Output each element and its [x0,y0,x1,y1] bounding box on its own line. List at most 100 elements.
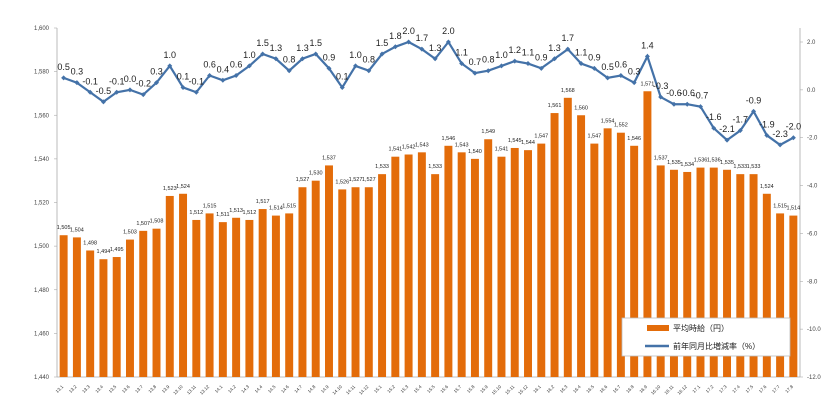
bar [776,213,785,377]
bar-data-label: 1,511 [216,212,229,218]
line-data-label: 0.4 [217,64,230,74]
bar-data-label: 1,524 [176,184,190,190]
x-tick-label: 17.1 [691,384,701,394]
axes: 1,440 1,460 1,480 1,500 1,520 1,540 1,560 1,580… [34,26,821,396]
bar-data-label: 1,547 [587,134,601,140]
line-point [299,56,305,62]
line-point [764,132,770,138]
bar [643,91,652,377]
line-point [273,56,279,62]
x-tick-label: 17.2 [705,384,715,394]
bar [524,150,532,377]
line-point [419,46,425,52]
bar-data-label: 1,494 [97,249,111,255]
line-data-label: -0.6 [666,88,682,98]
x-tick-label: 13.8 [147,384,157,394]
line-point [459,61,465,67]
bar-data-label: 1,541 [388,147,402,153]
bar [72,237,81,377]
bar-data-label: 1,561 [548,103,562,109]
x-tick-label: 13.9 [161,384,171,394]
x-tick-label: 15.9 [479,384,489,394]
x-tick-label: 17.5 [745,384,755,394]
line-data-label: 0.6 [615,60,628,70]
x-tick-label: 16.9 [638,384,648,394]
bar [563,97,572,378]
bar-data-label: 1,554 [601,118,615,124]
x-tick-label: 16.7 [612,384,622,394]
x-tick-label: 13.12 [199,384,211,396]
bar-data-label: 1,514 [269,206,283,212]
x-tick-label: 13.6 [121,384,131,394]
line-point [618,73,624,78]
line-point [737,128,743,134]
right-tick-label: -8.0 [807,279,818,285]
line-data-label: 1.0 [349,50,362,60]
x-tick-label: 14.4 [254,384,264,394]
line-point [61,75,67,81]
bar [444,145,453,377]
line-data-label: 1.3 [296,43,309,53]
line-data-label: 1.7 [562,33,575,43]
x-tick-label: 15.4 [413,384,423,394]
right-tick-label: 0.0 [807,88,816,94]
x-tick-label: 14.9 [320,384,330,394]
line-data-label: 1.5 [309,38,322,48]
bar [338,189,347,377]
bar-data-label: 1,515 [773,203,787,209]
line-data-label: 0.7 [469,57,482,67]
x-tick-label: 16.11 [663,384,675,396]
bar [152,228,161,377]
bar-data-label: 1,514 [786,206,800,212]
line-point [538,65,544,71]
line-data-label: -0.9 [746,95,762,105]
line-data-label: 0.9 [323,52,336,62]
line-data-label: 1.5 [376,38,389,48]
bar-data-label: 1,541 [495,147,509,153]
line-data-label: 1.3 [270,43,283,53]
line-point [140,92,146,98]
bar-data-label: 1,543 [415,142,429,148]
bar [723,169,732,377]
left-tick-label: 1,560 [34,113,50,119]
bar [484,139,493,377]
line-data-label: 2.0 [442,26,455,36]
bar-data-label: 1,540 [468,149,482,155]
x-tick-label: 14.8 [307,384,317,394]
bar-data-label: 1,546 [442,136,456,142]
bar-data-label: 1,517 [256,199,270,205]
line-point [207,73,213,78]
line-point [87,89,93,95]
x-tick-label: 15.5 [426,384,436,394]
bar-data-label: 1,527 [349,177,363,183]
right-tick-label: -4.0 [807,184,818,190]
line-point [605,75,611,81]
bar [736,174,745,377]
line-data-label: -0.3 [653,81,669,91]
x-tick-label: 16.3 [559,384,569,394]
line-data-label: 0.1 [177,71,190,81]
bar-data-label: 1,546 [627,136,641,142]
line-data-label: 1.1 [522,48,535,58]
bar [311,180,320,377]
bar [656,165,665,377]
line-point [751,108,757,114]
line-data-label: 1.0 [495,50,508,60]
bar-data-label: 1,547 [534,134,548,140]
bar [510,147,519,377]
bar [537,143,546,377]
line-point [286,68,292,74]
legend: 平均時給（円） 前年同月比増減率（%） [621,317,791,357]
line-point [353,63,359,69]
bar [351,187,360,377]
line-point [100,99,106,105]
line-data-label: -0.5 [96,86,112,96]
line-data-label: -1.9 [759,119,775,129]
bar [165,195,174,377]
line-point [644,53,650,59]
bar [590,143,599,377]
bar [696,167,705,377]
line-point [724,137,730,143]
bar-data-label: 1,537 [322,155,336,161]
